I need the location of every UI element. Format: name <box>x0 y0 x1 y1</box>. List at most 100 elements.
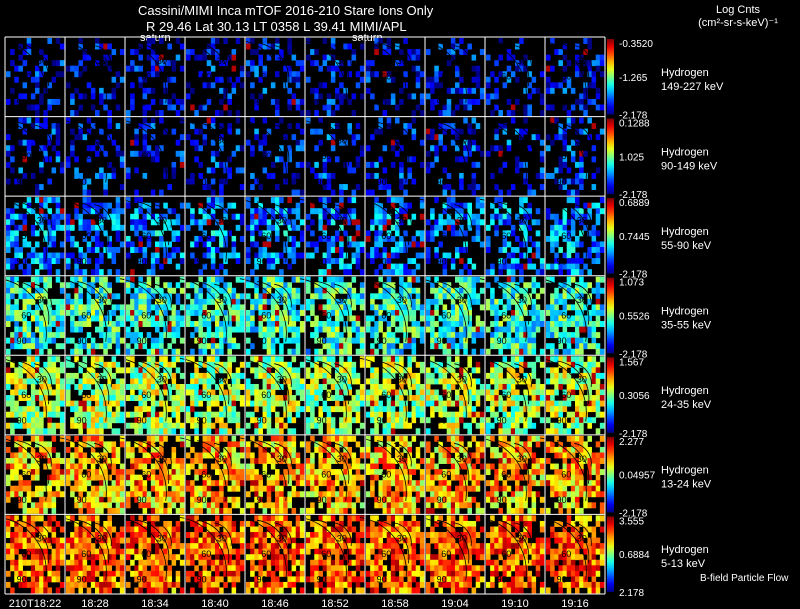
heatmap-cell <box>167 219 172 226</box>
heatmap-cell <box>318 367 323 374</box>
heatmap-cell <box>142 172 148 179</box>
heatmap-cell <box>194 139 199 146</box>
heatmap-cell <box>159 348 164 355</box>
heatmap-cell <box>442 343 448 350</box>
heatmap-cell <box>486 150 491 157</box>
heatmap-cell <box>446 98 452 105</box>
heatmap-cell <box>279 395 284 402</box>
heatmap-cell <box>155 156 160 163</box>
heatmap-cell <box>223 378 228 385</box>
heatmap-cell <box>270 321 276 327</box>
contour-label: 30 <box>457 215 467 225</box>
heatmap-cell <box>250 65 255 72</box>
heatmap-cell <box>210 252 216 259</box>
contour-label: 60 <box>441 151 451 161</box>
heatmap-cell <box>486 298 491 305</box>
heatmap-cell <box>134 326 139 333</box>
heatmap-cell <box>347 309 352 316</box>
heatmap-cell <box>490 309 495 316</box>
heatmap-cell <box>306 298 311 305</box>
heatmap-cell <box>339 361 344 368</box>
heatmap-cell <box>595 219 601 226</box>
heatmap-cell <box>322 184 328 190</box>
heatmap-cell <box>575 189 580 196</box>
heatmap-cell <box>150 252 156 259</box>
heatmap-cell <box>22 406 28 413</box>
contour-arc <box>77 360 110 405</box>
heatmap-cell <box>55 219 61 226</box>
heatmap-cell <box>359 43 365 50</box>
heatmap-cell <box>210 208 216 215</box>
heatmap-cell <box>55 38 61 44</box>
heatmap-cell <box>250 150 255 157</box>
heatmap-cell <box>39 49 44 56</box>
heatmap-cell <box>455 321 460 327</box>
heatmap-cell <box>14 400 19 407</box>
heatmap-cell <box>262 389 268 396</box>
contour-arc <box>437 201 470 246</box>
contour-label: 90 <box>557 177 567 187</box>
heatmap-cell <box>299 389 305 396</box>
heatmap-cell <box>111 400 117 407</box>
contour-label: 90 <box>437 177 447 187</box>
heatmap-cell <box>390 372 396 379</box>
heatmap-cell <box>82 372 88 379</box>
heatmap-cell <box>134 428 139 435</box>
heatmap-cell <box>479 241 485 248</box>
heatmap-cell <box>262 167 268 174</box>
heatmap-cell <box>146 293 152 300</box>
heatmap-cell <box>370 60 375 67</box>
contour-label: 30 <box>157 374 167 384</box>
heatmap-cell <box>442 282 448 289</box>
heatmap-cell <box>235 213 241 220</box>
heatmap-cell <box>59 411 65 418</box>
heatmap-cell <box>86 241 92 248</box>
heatmap-cell <box>82 309 88 316</box>
heatmap-cell <box>403 287 408 294</box>
heatmap-cell <box>171 321 177 327</box>
heatmap-cell <box>326 298 332 305</box>
contour-label: 30 <box>157 215 167 225</box>
heatmap-cell <box>115 202 121 209</box>
heatmap-cell <box>506 263 512 270</box>
heatmap-cell <box>186 93 191 100</box>
heatmap-cell <box>310 321 315 327</box>
heatmap-cell <box>359 282 365 289</box>
heatmap-cell <box>175 219 181 226</box>
heatmap-cell <box>455 276 460 283</box>
heatmap-cell <box>411 348 417 355</box>
heatmap-cell <box>167 104 172 111</box>
heatmap-cell <box>74 71 79 78</box>
heatmap-cell <box>378 326 383 333</box>
heatmap-cell <box>322 367 328 374</box>
heatmap-cell <box>190 356 195 363</box>
heatmap-cell <box>86 145 92 152</box>
heatmap-cell <box>99 98 104 105</box>
heatmap-cell <box>535 252 541 259</box>
heatmap-cell <box>539 156 545 163</box>
heatmap-cell <box>190 87 195 94</box>
heatmap-cell <box>330 172 336 179</box>
heatmap-cell <box>531 276 537 283</box>
heatmap-cell <box>198 71 203 78</box>
contour-label: 30 <box>97 215 107 225</box>
heatmap-cell <box>370 383 375 390</box>
heatmap-cell <box>510 230 516 237</box>
contour-label: 60 <box>261 231 271 241</box>
heatmap-cell <box>519 321 524 327</box>
contour-arc <box>77 121 110 166</box>
heatmap-cell <box>266 428 272 435</box>
heatmap-cell <box>95 372 100 379</box>
heatmap-cell <box>254 287 259 294</box>
heatmap-cell <box>450 123 456 130</box>
heatmap-cell <box>115 343 121 350</box>
heatmap-cell <box>262 247 268 253</box>
heatmap-cell <box>502 293 508 300</box>
heatmap-cell <box>446 49 452 56</box>
heatmap-cell <box>554 134 559 141</box>
heatmap-cell <box>426 321 431 327</box>
heatmap-cell <box>210 235 216 242</box>
